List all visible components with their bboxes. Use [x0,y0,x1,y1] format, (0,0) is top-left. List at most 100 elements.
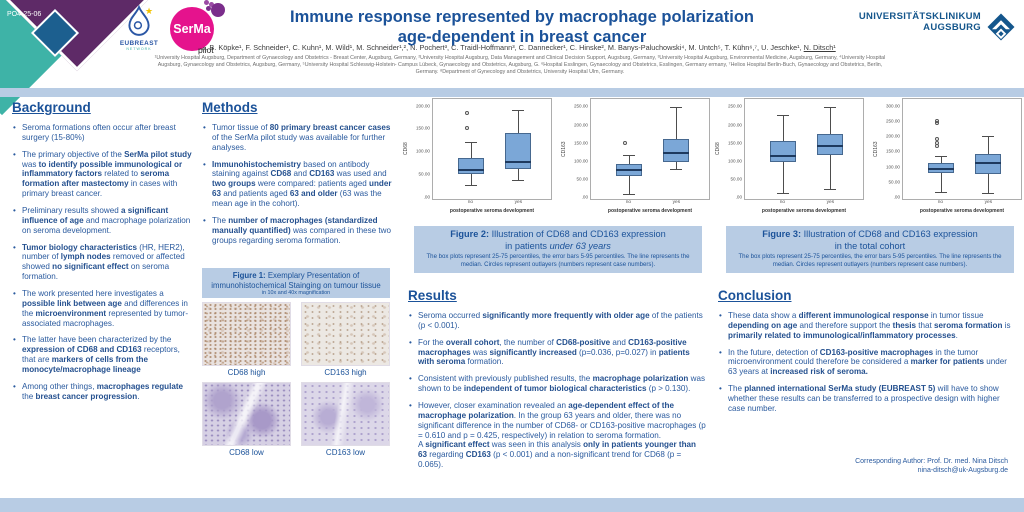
whisker-line [940,156,942,192]
authors-corresponding: N. Ditsch¹ [803,43,836,52]
whisker-cap-bottom [464,184,477,186]
droplet-icon [128,4,150,36]
figure-2-note: The box plots represent 25-75 percentile… [426,253,690,268]
section-conclusion: Conclusion These data show a different i… [718,288,1016,421]
x-axis-title: postoperative seroma development [449,208,535,214]
plot-area [744,98,864,200]
whisker-cap-top [824,107,836,109]
whisker-cap-top [622,155,635,157]
median-line [662,152,689,155]
figure-3-subtitle: in the total cohort [834,240,906,251]
section-results: Results Seroma occurred significantly mo… [408,288,706,477]
figure-3-panels: CD68 .00 50.00 100.00 150.00 200.00 250.00 no… [714,98,1022,214]
eubreast-network-label: NETWORK [126,47,152,51]
conclusion-bullets: These data show a different immunologica… [718,311,1016,414]
x-axis-title: postoperative seroma development [761,208,847,214]
median-line [816,145,843,148]
histology-image-cd68-low [202,382,291,447]
x-axis-title: postoperative seroma development [607,208,693,214]
corresponding-author-name: Corresponding Author: Prof. Dr. med. Nin… [855,458,1008,465]
x-category-label: no [779,200,786,205]
results-heading: Results [408,288,457,303]
outlier-point [623,140,628,145]
whisker-cap-bottom [824,188,836,190]
y-tick-label: .00 [735,194,742,200]
figure-2-panels: CD68 .00 50.00 100.00 150.00 200.00 no yes po… [402,98,710,214]
bullet-item: The work presented here investigates a p… [13,289,193,328]
corresponding-author-email: nina-ditsch@uk-Augsburg.de [917,467,1008,475]
figure-2-caption: Figure 2: Illustration of CD68 and CD163… [414,226,702,273]
median-line [615,169,642,172]
figure-2-subtitle: in patients under 63 years [505,240,611,251]
section-methods: Methods Tumor tissue of 80 primary breas… [202,100,392,252]
image-label: CD68 high [227,368,266,378]
median-line [504,160,531,163]
bullet-item: The planned international SerMa study (E… [719,384,1016,414]
y-axis-title: CD68 [715,142,721,156]
uniklinikum-augsburg-logo: UNIVERSITÄTSKLINIKUM AUGSBURG [859,11,1016,42]
image-label: CD163 high [324,368,367,378]
clinic-diamond-icon [987,13,1015,41]
figure-1: Figure 1: Exemplary Presentation of immu… [202,268,390,460]
boxplot-cd68-total: CD68 .00 50.00 100.00 150.00 200.00 250.00 no… [714,98,864,214]
affiliation-line: Augsburg, Gynaecology and Obstetrics, Au… [157,61,883,68]
star-icon: ★ [145,6,154,16]
figure-3-label: Figure 3: [762,229,802,239]
y-tick-label: 50.00 [418,171,431,177]
bullet-item: The number of macrophages (standardized … [203,216,392,246]
y-tick-label: 50.00 [730,176,743,182]
y-tick-label: 250.00 [573,103,588,109]
whisker-cap-top [776,115,789,117]
bullet-item: These data show a different immunologica… [719,311,1016,341]
authors-main: M. B. Köpke¹, F. Schneider¹, C. Kuhn¹, M… [199,43,804,52]
methods-bullets: Tumor tissue of 80 primary breast cancer… [202,123,392,245]
iqr-box [662,139,689,163]
image-label: CD68 low [229,448,264,458]
x-category-label: yes [984,200,993,205]
y-tick-label: 100.00 [573,158,588,164]
y-tick-label: .00 [581,194,588,200]
section-background: Background Seroma formations often occur… [12,100,193,409]
bullet-item: Among other things, macrophages regulate… [13,382,193,402]
plot-area [590,98,710,200]
y-tick-label: 100.00 [885,164,900,169]
y-axis: .00 50.00 100.00 150.00 200.00 250.00 [723,98,744,200]
bullet-item: Immunohistochemistry based on antibody s… [203,160,392,209]
figure-1-image-grid: CD68 high CD163 high CD68 low CD163 low [202,302,390,460]
divider-band-bottom [0,498,1024,512]
whisker-cap-top [934,156,947,158]
purple-dot-icon [211,3,225,17]
bullet-item: Tumor biology characteristics (HR, HER2)… [13,243,193,282]
histology-image-cd68-high [202,302,291,367]
y-axis: .00 50.00 100.00 150.00 200.00 250.00 300.00 [881,98,902,200]
x-axis-categories: no yes [902,200,1022,207]
poster-id: PO4-25-06 [7,11,42,18]
figure-3-title: Illustration of CD68 and CD163 expressio… [801,229,978,239]
flower-icon [204,0,209,5]
eubreast-logo: ★ EUBREAST NETWORK [112,4,166,51]
y-tick-label: 200.00 [727,122,742,128]
outlier-point [935,118,940,123]
bullet-item: In the future, detection of CD163-positi… [719,348,1016,378]
affiliations: ¹University Hospital Augsburg, Departmen… [140,55,900,76]
bullet-item: The latter have been characterized by th… [13,335,193,374]
figure-3-note: The box plots represent 25-75 percentile… [738,253,1002,268]
outlier-point [935,120,940,125]
y-tick-label: 150.00 [727,140,742,146]
whisker-cap-bottom [512,180,524,182]
x-axis-categories: no yes [432,200,552,207]
x-axis-categories: no yes [590,200,710,207]
x-category-label: no [937,200,944,205]
y-tick-label: 100.00 [415,148,430,154]
median-line [974,162,1001,165]
figure-1-title: Exemplary Presentation of immunohistoche… [211,271,381,290]
y-axis-title: CD68 [403,142,409,156]
results-bullets: Seroma occurred significantly more frequ… [408,311,706,470]
whisker-cap-top [464,142,477,144]
x-axis-categories: no yes [744,200,864,207]
bullet-item: For the overall cohort, the number of CD… [409,338,706,368]
y-tick-label: 150.00 [885,148,900,154]
clinic-name-line2: AUGSBURG [923,21,981,33]
background-bullets: Seroma formations often occur after brea… [12,123,193,402]
